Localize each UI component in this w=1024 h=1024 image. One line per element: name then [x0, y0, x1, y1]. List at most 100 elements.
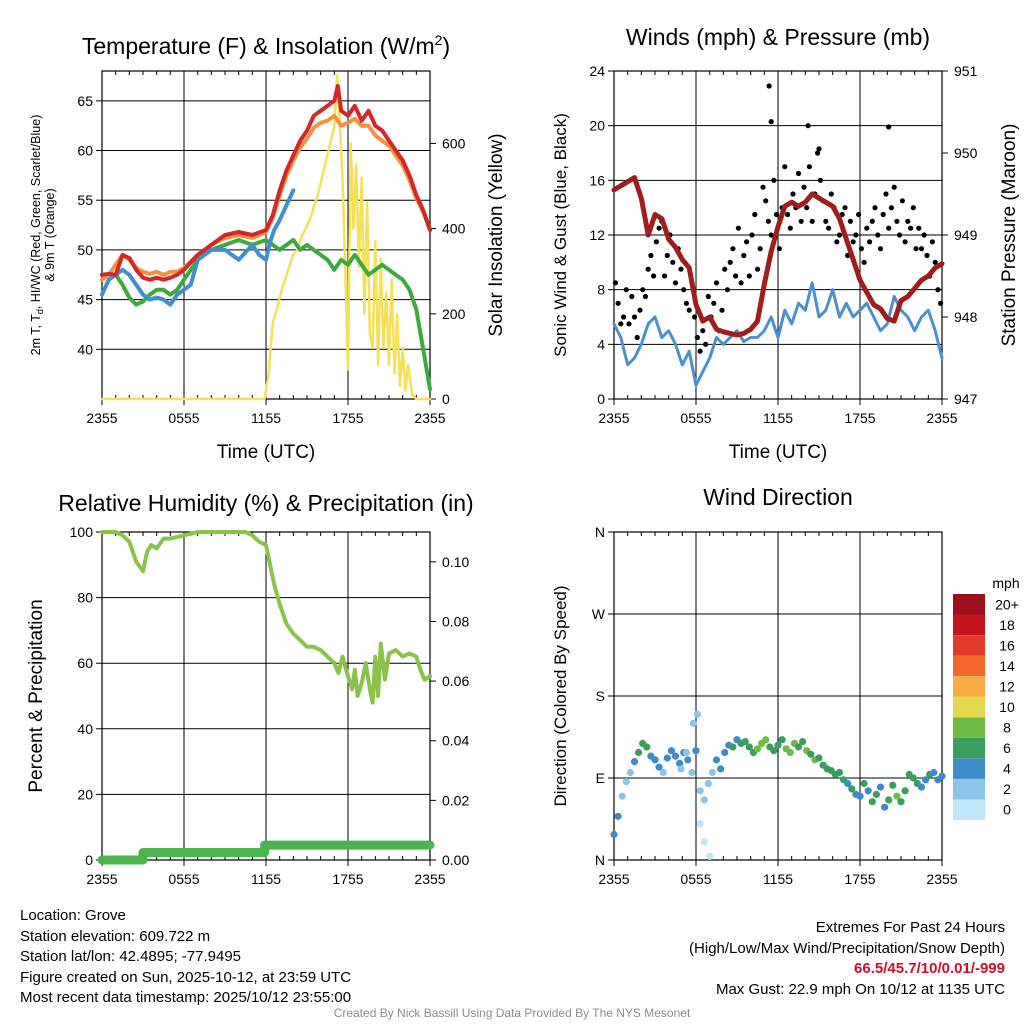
wind-ytick-right-label: 948: [954, 309, 978, 325]
wind-xtick-label: 1155: [763, 410, 793, 426]
rh-ytick-label: 80: [77, 590, 93, 606]
temp-ytick-label: 40: [77, 341, 93, 357]
gust-point: [700, 328, 706, 334]
pressure-line: [611, 175, 945, 338]
direction-point: [762, 736, 770, 744]
direction-point: [626, 768, 635, 777]
direction-point: [901, 787, 909, 795]
gust-point: [760, 184, 766, 190]
direction-point: [663, 754, 671, 762]
temp-series-2: [100, 188, 296, 307]
gust-point: [798, 218, 804, 224]
legend-swatch: [953, 635, 985, 656]
gust-point: [629, 293, 635, 300]
wind-xtick-label: 1755: [844, 410, 875, 426]
gust-point: [719, 307, 725, 313]
legend-swatch: [953, 778, 985, 800]
gust-point: [913, 246, 919, 252]
direction-point: [635, 748, 643, 757]
gust-point: [850, 239, 856, 245]
direction-point: [677, 765, 685, 773]
wind-xtick-label: 0555: [680, 410, 711, 426]
gust-point: [672, 280, 679, 286]
gust-point: [648, 252, 654, 259]
legend-swatch: [953, 758, 985, 779]
direction-point: [630, 758, 639, 766]
dir-xtick-label: 1155: [763, 871, 793, 887]
direction-point: [799, 738, 807, 746]
extremes-values: 66.5/45.7/10/0.01/-999: [854, 960, 1005, 977]
legend-label: 16: [999, 637, 1015, 653]
direction-point: [700, 838, 708, 846]
dir-frame: [613, 531, 943, 861]
direction-point: [844, 779, 852, 788]
gust-point: [774, 211, 780, 218]
direction-point: [835, 768, 844, 777]
direction-point: [688, 768, 696, 777]
gust-point: [861, 259, 867, 265]
rh-ylabel: Percent & Precipitation: [26, 599, 47, 792]
gust-point: [744, 239, 750, 245]
direction-point: [700, 796, 708, 804]
dir-ytick-label: E: [596, 770, 605, 786]
gust-point: [735, 225, 742, 231]
temp-ytick-right-label: 400: [442, 221, 466, 237]
gust-point: [787, 225, 793, 231]
direction-point: [651, 756, 659, 764]
gust-point: [724, 287, 731, 293]
direction-point: [729, 743, 737, 751]
direction-point: [689, 719, 697, 727]
gust-point: [782, 164, 788, 170]
direction-point: [770, 747, 778, 755]
rh-xtick-label: 1755: [332, 871, 363, 887]
gust-point: [806, 164, 813, 170]
gust-point: [801, 184, 807, 190]
gust-point: [612, 280, 619, 286]
gust-point: [618, 321, 624, 327]
rh-xtick-label: 2355: [86, 871, 117, 887]
gust-point: [785, 211, 791, 218]
gust-point: [662, 273, 668, 279]
temp-ytick-label: 55: [77, 192, 93, 208]
temp-series-0: [100, 83, 432, 282]
extremes-info: Extremes For Past 24 Hours (High/Low/Max…: [689, 918, 1005, 1000]
gust-point: [938, 300, 944, 306]
gust-point: [733, 273, 739, 279]
rh-ytick-right-label: 0.06: [442, 673, 469, 689]
wind-ytick-label: 24: [589, 63, 605, 79]
direction-point: [712, 756, 721, 764]
direction-point: [893, 792, 901, 800]
direction-point: [667, 747, 676, 755]
gust-point: [836, 232, 843, 238]
direction-point: [659, 768, 667, 777]
legend-label: 20+: [995, 596, 1019, 612]
direction-point: [807, 750, 815, 758]
gust-point: [752, 211, 758, 218]
legend-swatch: [953, 676, 985, 697]
gust-point: [816, 146, 822, 152]
created-text: Figure created on Sun, 2025-10-12, at 23…: [20, 968, 352, 986]
gust-point: [902, 239, 908, 245]
legend-swatch: [953, 799, 985, 820]
gust-point: [727, 259, 733, 265]
gust-point: [686, 307, 692, 313]
rh-title: Relative Humidity (%) & Precipitation (i…: [58, 490, 473, 516]
wind-speed-line: [612, 281, 944, 387]
rh-ytick-label: 0: [85, 852, 93, 868]
gust-point: [834, 239, 840, 245]
rh-ytick-label: 60: [77, 655, 93, 671]
gust-point: [932, 259, 938, 265]
gust-point: [828, 191, 834, 197]
direction-point: [622, 778, 630, 786]
gust-point: [749, 232, 755, 238]
dir-xtick-label: 2355: [598, 871, 629, 887]
rh-frame: [101, 531, 431, 861]
wind-panel: 2355 0555 1155 1755 2355 0 4 8 12 16 20 24 947 948 949…: [589, 63, 977, 426]
gust-point: [809, 218, 815, 224]
temp-ylabel-left: 2m T, Td, HI/WC (Red, Green, Scarlet/Blu…: [29, 115, 45, 356]
gust-point: [763, 198, 769, 204]
rh-ytick-right-label: 0.10: [442, 554, 469, 570]
gust-point: [795, 170, 802, 177]
gust-point: [817, 177, 824, 183]
